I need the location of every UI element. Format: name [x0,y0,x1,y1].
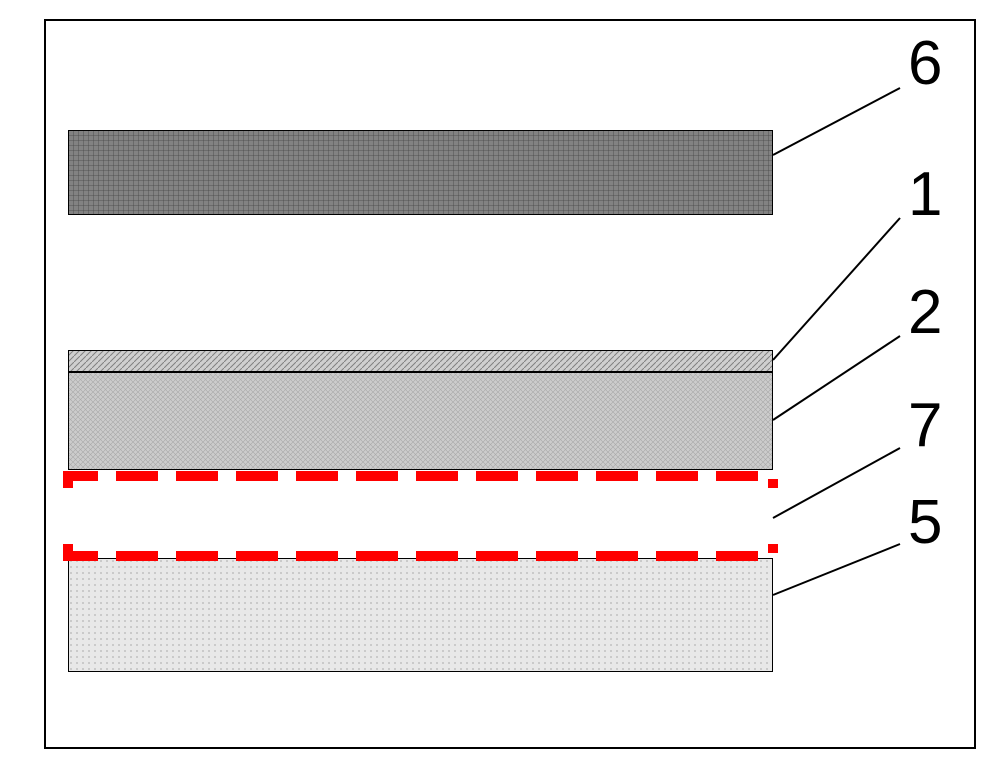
leader-line-1 [773,218,900,360]
leader-line-5 [773,544,900,595]
callout-label-7: 7 [908,395,942,457]
callout-label-1: 1 [908,164,942,226]
diagram-canvas: 6 1 2 7 5 [0,0,1000,770]
leader-lines [0,0,1000,770]
callout-label-5: 5 [908,492,942,554]
leader-line-2 [773,336,900,420]
callout-label-6: 6 [908,33,942,95]
callout-label-2: 2 [908,282,942,344]
leader-line-7 [773,448,900,518]
leader-line-6 [773,88,900,155]
